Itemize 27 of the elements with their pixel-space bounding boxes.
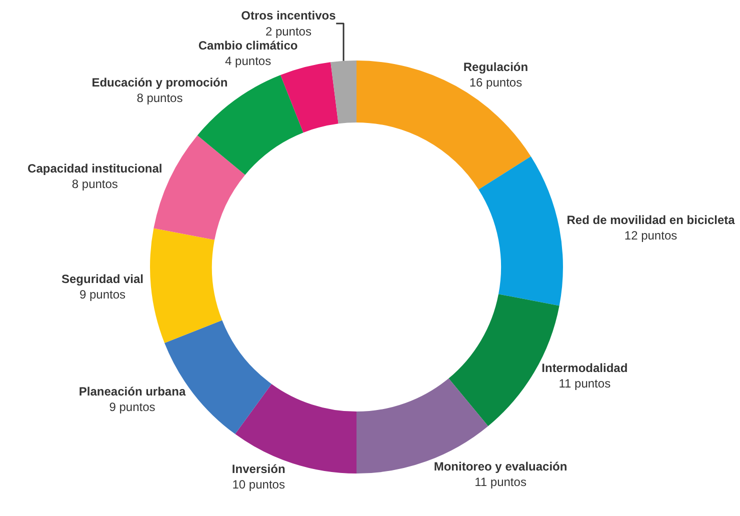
slice-label: Otros incentivos — [241, 8, 336, 23]
slice-label: Inversión — [232, 462, 286, 476]
donut-slice — [280, 62, 338, 133]
slice-label: Intermodalidad — [542, 361, 628, 376]
donut-slice — [478, 156, 563, 306]
slice-label: Cambio climático — [198, 38, 298, 52]
slice-label: Planeación urbana — [78, 384, 186, 398]
data-label: 9 puntos — [109, 400, 156, 414]
slice-label: Capacidad institucional — [28, 162, 162, 176]
donut-slice — [356, 60, 531, 190]
slice-label: Monitoreo y evaluación — [434, 460, 568, 474]
data-label: 12 puntos — [624, 228, 678, 243]
data-label: 2 puntos — [265, 24, 312, 38]
slice-label: Educación y promoción — [92, 75, 228, 90]
donut-slice — [330, 60, 356, 124]
donut-slice — [150, 228, 222, 344]
data-label: 4 puntos — [225, 54, 272, 68]
slice-label: Seguridad vial — [61, 272, 144, 286]
slice-label: Red de movilidad en bicicleta — [566, 212, 736, 227]
data-label: 16 puntos — [469, 75, 522, 90]
slice-label: Regulación — [463, 60, 528, 74]
data-label: 10 puntos — [232, 478, 285, 492]
data-label: 11 puntos — [474, 475, 526, 490]
data-label: 9 puntos — [79, 287, 126, 302]
data-label: 8 puntos — [136, 91, 183, 106]
data-label: 8 puntos — [72, 177, 118, 192]
data-label: 11 puntos — [558, 376, 611, 391]
